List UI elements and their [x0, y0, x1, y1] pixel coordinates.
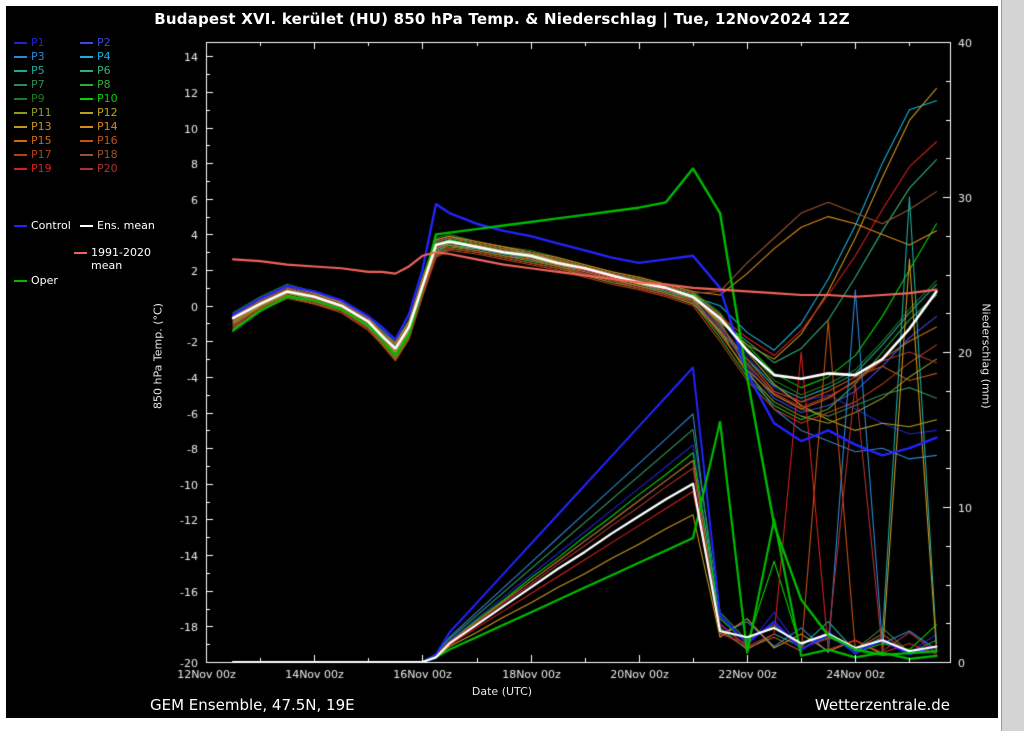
legend-item-p6-swatch [80, 70, 93, 72]
legend-item-p13: P13 [14, 120, 80, 133]
legend-item-p17: P17 [14, 148, 80, 161]
legend-item-p12-swatch [80, 112, 93, 114]
chart-screen: Budapest XVI. kerület (HU) 850 hPa Temp.… [6, 6, 998, 718]
legend-item-p7: P7 [14, 78, 80, 91]
legend-item-p6-label: P6 [97, 64, 111, 77]
legend-item-p7-swatch [14, 84, 27, 86]
legend-item-p10-label: P10 [97, 92, 118, 105]
legend-item-oper: Oper [14, 274, 174, 287]
ensemble-plot-canvas [6, 6, 998, 718]
legend-item-p17-swatch [14, 154, 27, 156]
legend-item-p4: P4 [80, 50, 146, 63]
legend-item-p14-swatch [80, 126, 93, 128]
legend-item-p11: P11 [14, 106, 80, 119]
legend: P1 P2 P3 P4 P5 P6 P7 P8 P9 P10 P11 P12 P13 P14 P15 P16 P… [14, 36, 174, 287]
legend-item-p9-swatch [14, 98, 27, 100]
legend-item-p5: P5 [14, 64, 80, 77]
legend-item-p5-swatch [14, 70, 27, 72]
scrollbar[interactable] [1001, 0, 1024, 731]
model-location-text: GEM Ensemble, 47.5N, 19E [150, 696, 355, 714]
legend-item-p1-label: P1 [31, 36, 45, 49]
legend-item-ens-mean-label: Ens. mean [97, 219, 155, 232]
legend-item-oper-label: Oper [31, 274, 58, 287]
legend-item-p12-label: P12 [97, 106, 118, 119]
legend-item-p8-swatch [80, 84, 93, 86]
legend-item-climate-mean-swatch [74, 252, 87, 254]
right-axis-label: Niederschlag (mm) [979, 303, 993, 409]
left-axis-label: 850 hPa Temp. (°C) [151, 303, 165, 409]
legend-item-p19-label: P19 [31, 162, 52, 175]
legend-item-p1-swatch [14, 42, 27, 44]
legend-item-p1: P1 [14, 36, 80, 49]
legend-item-control: Control [14, 219, 80, 232]
legend-item-p4-label: P4 [97, 50, 111, 63]
legend-item-p8: P8 [80, 78, 146, 91]
x-axis-label: Date (UTC) [471, 685, 533, 698]
legend-item-p15-label: P15 [31, 134, 52, 147]
legend-item-climate-mean-label1: 1991-2020 [91, 246, 151, 259]
legend-item-p18-swatch [80, 154, 93, 156]
legend-item-ens-mean-swatch [80, 225, 93, 227]
legend-item-p14: P14 [80, 120, 146, 133]
legend-item-p12: P12 [80, 106, 146, 119]
legend-item-p3-swatch [14, 56, 27, 58]
legend-item-p18: P18 [80, 148, 146, 161]
legend-item-p11-swatch [14, 112, 27, 114]
legend-item-p2-label: P2 [97, 36, 111, 49]
legend-item-p3: P3 [14, 50, 80, 63]
legend-item-p9: P9 [14, 92, 80, 105]
legend-item-p8-label: P8 [97, 78, 111, 91]
legend-item-p5-label: P5 [31, 64, 45, 77]
legend-item-p16-label: P16 [97, 134, 118, 147]
site-credit-text: Wetterzentrale.de [814, 696, 950, 714]
legend-item-oper-swatch [14, 280, 27, 282]
legend-item-p7-label: P7 [31, 78, 45, 91]
legend-item-p15: P15 [14, 134, 80, 147]
legend-item-p16-swatch [80, 140, 93, 142]
legend-item-p2-swatch [80, 42, 93, 44]
legend-item-p18-label: P18 [97, 148, 118, 161]
legend-item-p16: P16 [80, 134, 146, 147]
legend-item-p9-label: P9 [31, 92, 45, 105]
legend-item-p2: P2 [80, 36, 146, 49]
legend-item-p3-label: P3 [31, 50, 45, 63]
legend-item-p19-swatch [14, 168, 27, 170]
legend-item-p13-label: P13 [31, 120, 52, 133]
legend-item-p20: P20 [80, 162, 146, 175]
legend-item-p6: P6 [80, 64, 146, 77]
page-title: Budapest XVI. kerület (HU) 850 hPa Temp.… [154, 10, 850, 28]
legend-item-control-swatch [14, 225, 27, 227]
legend-members-grid: P1 P2 P3 P4 P5 P6 P7 P8 P9 P10 P11 P12 P13 P14 P15 P16 P… [14, 36, 174, 175]
legend-item-p19: P19 [14, 162, 80, 175]
legend-item-p20-swatch [80, 168, 93, 170]
legend-item-ens-mean: Ens. mean [80, 219, 155, 232]
legend-item-control-label: Control [31, 219, 71, 232]
legend-item-p10-swatch [80, 98, 93, 100]
legend-item-p20-label: P20 [97, 162, 118, 175]
legend-item-p15-swatch [14, 140, 27, 142]
legend-control-row: Control Ens. mean [14, 219, 174, 232]
legend-item-climate-mean-label2: mean [91, 259, 123, 272]
legend-item-p11-label: P11 [31, 106, 52, 119]
legend-item-p13-swatch [14, 126, 27, 128]
legend-item-p4-swatch [80, 56, 93, 58]
legend-item-climate-mean: 1991-2020 mean [74, 246, 174, 272]
legend-item-p17-label: P17 [31, 148, 52, 161]
legend-item-p14-label: P14 [97, 120, 118, 133]
legend-item-p10: P10 [80, 92, 146, 105]
